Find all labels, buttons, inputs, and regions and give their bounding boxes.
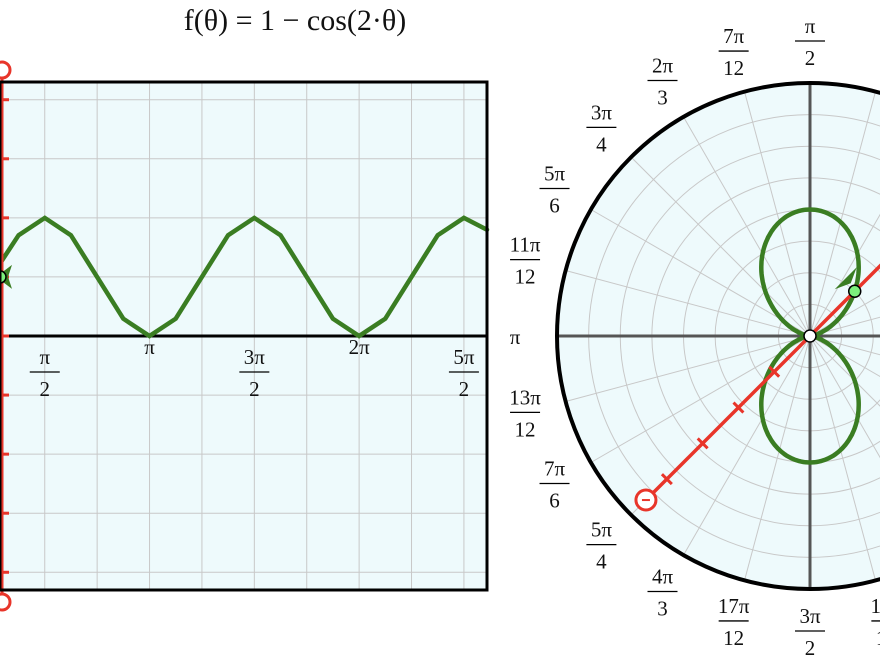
origin-point-icon	[803, 329, 817, 343]
polar-angle-label-denominator: 4	[596, 550, 607, 574]
polar-angle-label-numerator: 13π	[509, 385, 541, 409]
slider-handle-bottom-icon	[0, 592, 12, 612]
angle-slider-tick	[768, 365, 781, 378]
polar-rim	[555, 81, 880, 591]
polar-marker[interactable]	[803, 267, 862, 343]
polar-grid-spoke	[809, 335, 880, 377]
polar-angle-label-denominator: 12	[723, 626, 744, 650]
angle-slider-track	[644, 263, 880, 502]
x-tick-label: π	[144, 335, 155, 359]
x-tick-label-numerator: 5π	[453, 345, 475, 369]
polar-grid-spoke	[683, 335, 811, 556]
polar-grid-spoke	[565, 270, 811, 337]
x-tick-label-numerator: π	[39, 345, 50, 369]
polar-angle-label-denominator: 12	[876, 626, 880, 650]
angle-slider-tick	[732, 401, 745, 414]
polar-angle-label-numerator: 4π	[652, 564, 674, 588]
polar-angle-label-denominator: 6	[549, 194, 560, 218]
polar-grid-spoke	[590, 209, 811, 337]
polar-grid-spoke	[590, 335, 811, 463]
polar-grid-spoke	[809, 316, 880, 337]
polar-angle-label-numerator: 3π	[799, 604, 821, 628]
polar-angle-label-denominator: 2	[805, 636, 816, 660]
angle-slider[interactable]	[634, 258, 880, 512]
polar-angle-label-numerator: 19π	[871, 594, 880, 618]
slider-handle-top-icon	[0, 60, 12, 80]
polar-angle-label-numerator: 7π	[723, 24, 745, 48]
polar-grid-spoke	[809, 91, 876, 337]
polar-angle-label-numerator: π	[805, 14, 816, 38]
angle-slider-tick	[660, 473, 673, 486]
figure-title: f(θ) = 1 − cos(2·θ)	[184, 4, 407, 37]
polar-grid-spoke	[809, 335, 880, 407]
polar-angle-label-numerator: 2π	[652, 54, 674, 78]
polar-angle-label-numerator: 7π	[544, 457, 566, 481]
polar-grid-spoke	[683, 116, 811, 337]
polar-angle-label-denominator: 3	[657, 86, 668, 110]
polar-grid-spoke	[809, 335, 880, 356]
polar-angle-label-denominator: 12	[515, 417, 536, 441]
polar-grid-spoke	[809, 335, 876, 581]
x-tick-label-denominator: 2	[40, 377, 51, 401]
polar-angle-label-numerator: 11π	[510, 233, 541, 257]
angle-slider-tick	[696, 437, 709, 450]
polar-grid-spoke	[565, 335, 811, 402]
polar-angle-label-numerator: 5π	[591, 518, 613, 542]
cartesian-curve	[0, 215, 490, 339]
polar-angle-label-numerator: 17π	[718, 594, 750, 618]
polar-angle-label-denominator: 12	[723, 56, 744, 80]
x-tick-label-denominator: 2	[249, 377, 260, 401]
polar-angle-label: π	[510, 325, 521, 349]
polar-grid-spoke	[744, 91, 811, 337]
polar-grid-spoke	[744, 335, 811, 581]
polar-plot: 5π12π27π122π33π45π611π12π13π127π65π44π31…	[509, 14, 880, 660]
polar-angle-label-denominator: 6	[549, 489, 560, 513]
polar-grid-spoke	[809, 213, 880, 337]
x-tick-label-numerator: 3π	[244, 345, 266, 369]
polar-grid-spoke	[630, 156, 811, 337]
cartesian-plot-frame	[0, 80, 489, 592]
polar-angle-label-denominator: 3	[657, 596, 668, 620]
polar-grid-spoke	[809, 295, 880, 337]
arrowhead-up-icon	[834, 267, 857, 290]
polar-angle-label-numerator: 5π	[544, 162, 566, 186]
polar-grid-spoke	[809, 335, 880, 459]
x-tick-label-denominator: 2	[459, 377, 470, 401]
polar-angle-label-numerator: 3π	[591, 100, 613, 124]
marker-point-icon	[847, 284, 862, 299]
polar-angle-label-denominator: 12	[515, 265, 536, 289]
x-tick-label: 2π	[349, 335, 371, 359]
polar-angle-label-denominator: 4	[596, 132, 607, 156]
polar-angle-label-denominator: 2	[805, 46, 816, 70]
polar-angle-labels: 5π12π27π122π33π45π611π12π13π127π65π44π31…	[509, 14, 880, 660]
